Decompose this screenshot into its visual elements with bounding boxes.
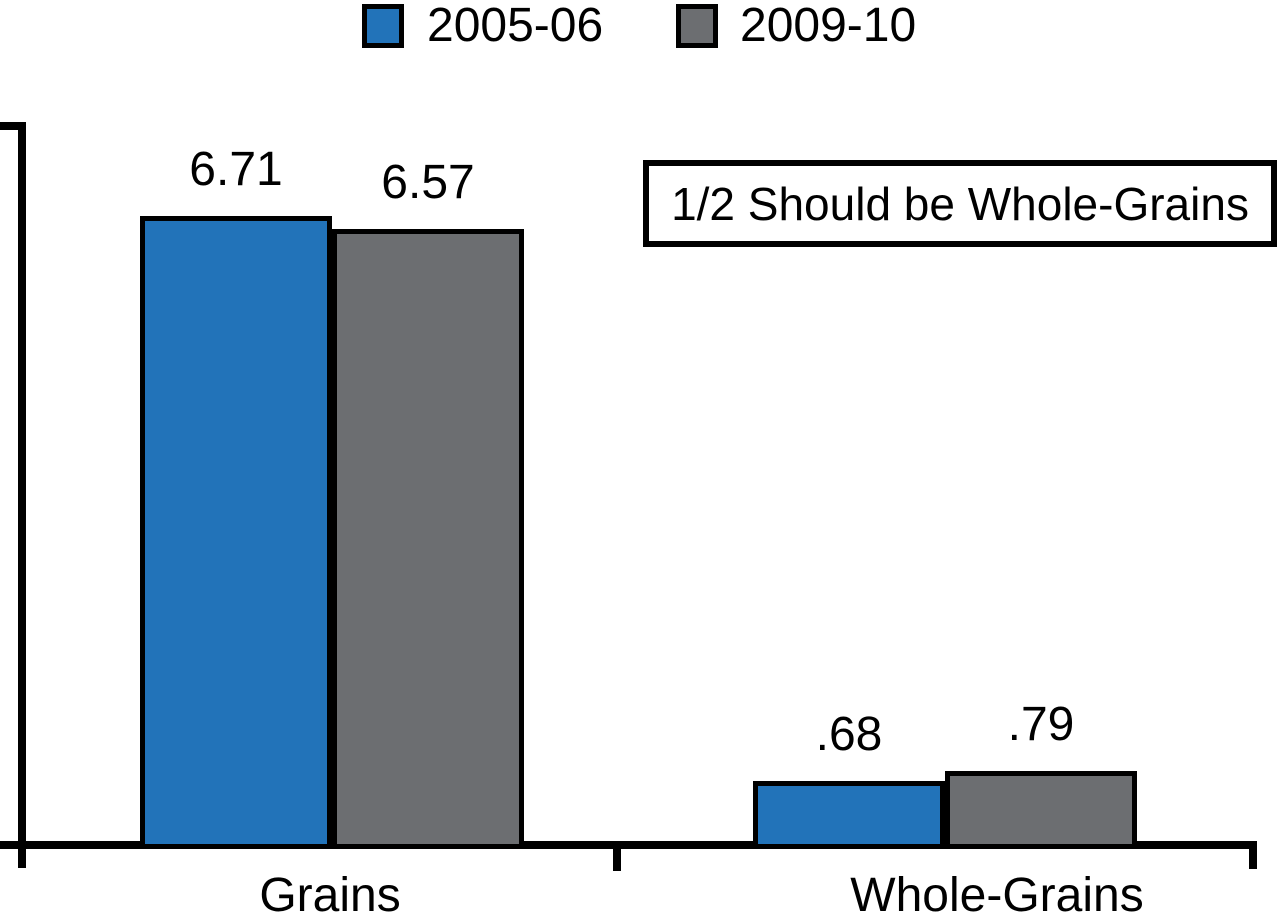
annotation-text: 1/2 Should be Whole-Grains bbox=[671, 177, 1249, 230]
category-label-whole-grains: Whole-Grains bbox=[850, 869, 1144, 918]
annotation-box: 1/2 Should be Whole-Grains bbox=[643, 160, 1277, 247]
x-axis-tick-right bbox=[1249, 841, 1257, 869]
bar-value-label: 6.71 bbox=[189, 143, 283, 196]
bar-grains-2005-06 bbox=[140, 216, 332, 849]
legend-label-2009-10: 2009-10 bbox=[740, 0, 917, 52]
bar-whole-grains-2009-10 bbox=[945, 771, 1137, 849]
y-axis-top-tick bbox=[0, 122, 26, 130]
legend-swatch-2009-10 bbox=[676, 4, 718, 48]
bar-whole-grains-2005-06 bbox=[753, 781, 945, 849]
legend-swatch-2005-06 bbox=[362, 4, 404, 48]
x-axis bbox=[0, 841, 1257, 849]
bar-value-label: .68 bbox=[815, 708, 883, 761]
y-axis bbox=[18, 122, 26, 868]
category-label-grains: Grains bbox=[259, 869, 401, 918]
bar-grains-2009-10 bbox=[332, 229, 524, 849]
x-axis-tick-mid bbox=[613, 841, 621, 871]
bar-value-label: 6.57 bbox=[381, 156, 475, 209]
bar-value-label: .79 bbox=[1007, 698, 1075, 751]
legend-label-2005-06: 2005-06 bbox=[427, 0, 604, 52]
